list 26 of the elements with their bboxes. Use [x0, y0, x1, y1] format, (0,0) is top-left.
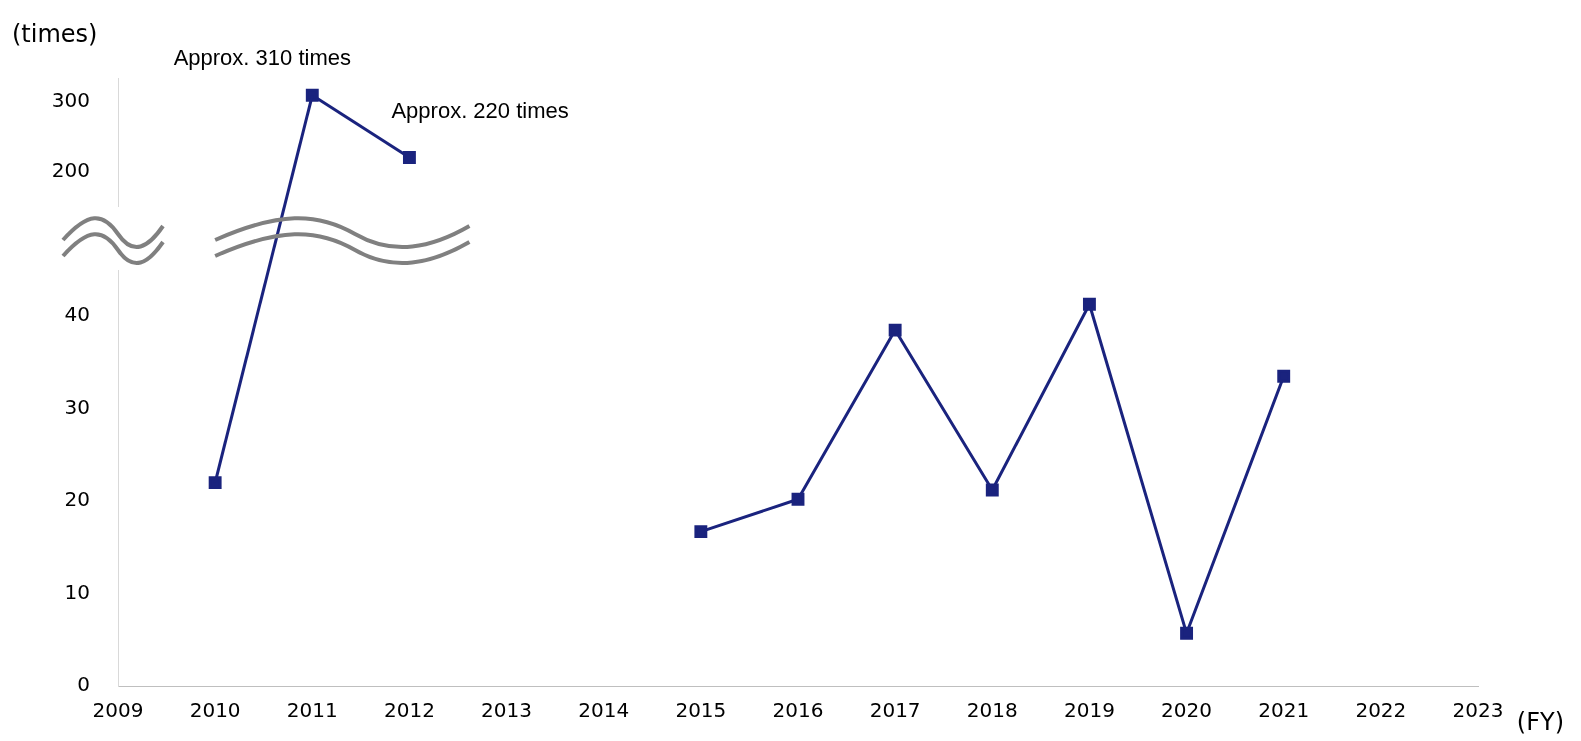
x-tick-label: 2017: [869, 698, 921, 723]
y-tick-label: 20: [64, 487, 90, 512]
x-tick-label: 2018: [966, 698, 1018, 723]
x-tick-label: 2020: [1161, 698, 1213, 723]
y-tick-label: 40: [64, 302, 90, 327]
x-tick-label: 2012: [383, 698, 435, 723]
x-axis-title: (FY): [1516, 708, 1564, 737]
x-tick-label: 2023: [1452, 698, 1504, 723]
annotation: Approx. 220 times: [391, 97, 569, 123]
x-tick-label: 2011: [286, 698, 338, 723]
y-tick-label: 300: [51, 88, 90, 113]
y-tick-label: 30: [64, 394, 90, 419]
x-tick-label: 2010: [189, 698, 241, 723]
x-tick-label: 2016: [772, 698, 824, 723]
y-tick-label: 10: [64, 579, 90, 604]
x-tick-label: 2015: [675, 698, 727, 723]
text: Approx. 310 times: [173, 45, 351, 71]
text: (times): [12, 20, 98, 48]
x-tick-label: 2022: [1355, 698, 1407, 723]
x-tick-label: 2014: [578, 698, 630, 723]
y-tick-label: 200: [51, 157, 90, 182]
x-tick-label: 2021: [1258, 698, 1310, 723]
x-tick-label: 2013: [481, 698, 533, 723]
x-tick-label: 2019: [1063, 698, 1115, 723]
x-tick-label: 2009: [92, 698, 144, 723]
y-tick-label: 0: [77, 672, 90, 697]
